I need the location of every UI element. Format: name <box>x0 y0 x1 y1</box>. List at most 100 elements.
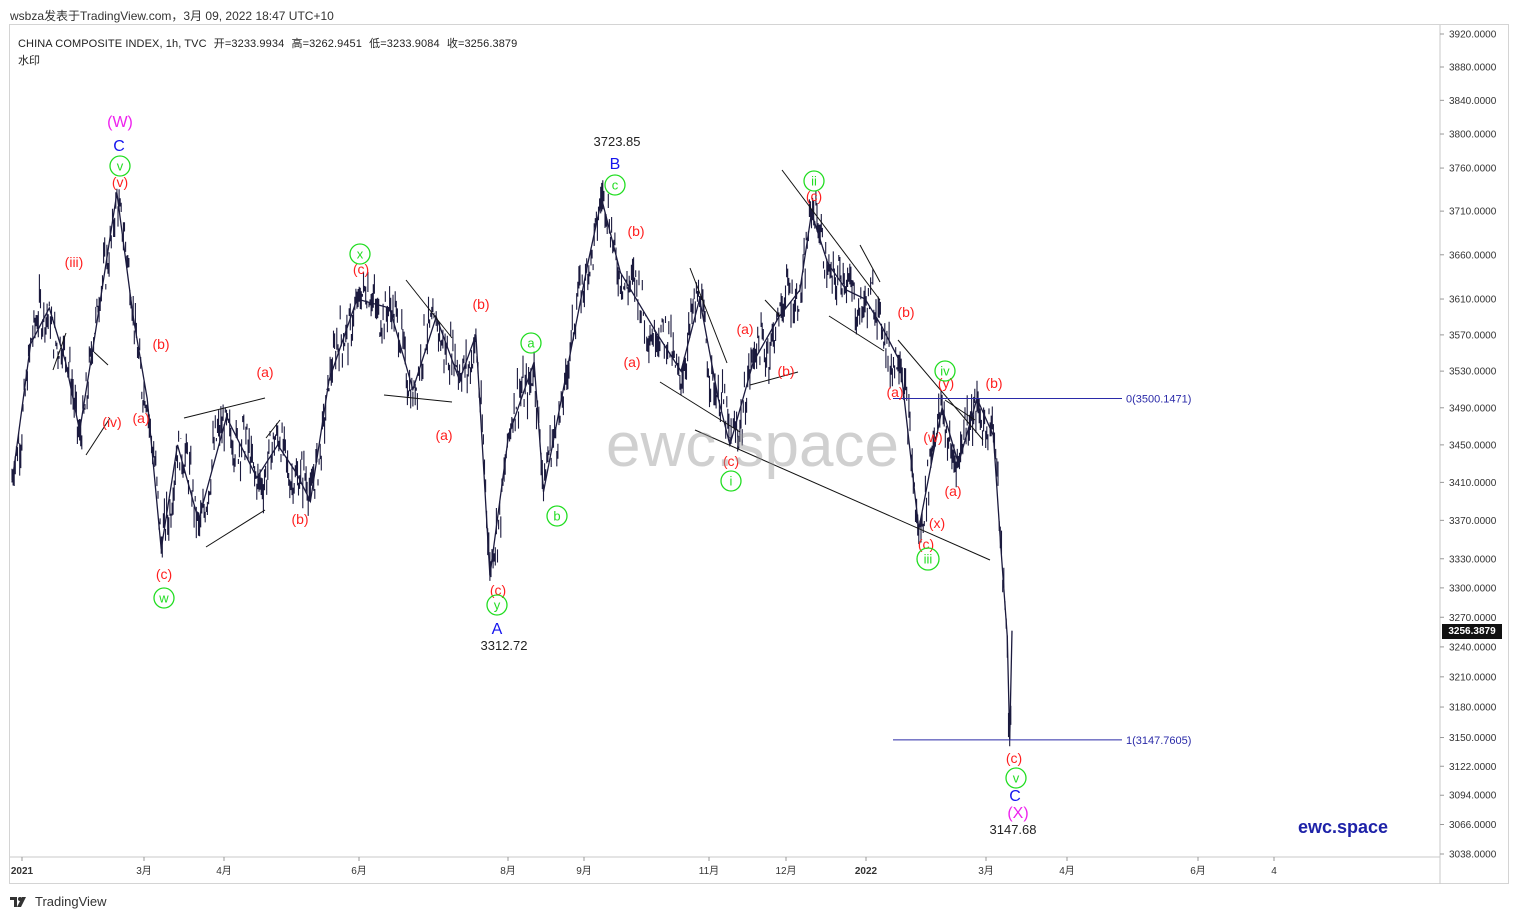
wave-label: (b) <box>627 223 644 239</box>
y-tick-label: 3490.0000 <box>1449 403 1497 414</box>
trendline <box>859 244 881 283</box>
trendline <box>405 279 453 339</box>
y-tick-label: 3570.0000 <box>1449 330 1497 341</box>
tradingview-logo-text: TradingView <box>35 894 107 909</box>
wave-label: (iii) <box>65 254 84 270</box>
trendline <box>781 169 881 301</box>
symbol-name: CHINA COMPOSITE INDEX, 1h, TVC <box>18 38 207 50</box>
y-tick-label: 3760.0000 <box>1449 164 1497 175</box>
wave-label: (b) <box>152 336 169 352</box>
trendline <box>828 315 885 352</box>
x-tick-label: 11月 <box>699 865 719 877</box>
wave-label: y <box>494 598 501 613</box>
wave-label: (W) <box>107 114 133 131</box>
wave-label: B <box>610 156 621 173</box>
wave-label: C <box>1009 788 1021 805</box>
y-tick-label: 3094.0000 <box>1449 791 1497 802</box>
trendline <box>93 351 109 366</box>
wave-label-circle <box>803 170 825 192</box>
fib-level-label: 0(3500.1471) <box>1126 393 1191 405</box>
price-series <box>11 180 1013 747</box>
wave-label: iii <box>924 552 933 567</box>
wave-label: (c) <box>918 536 934 552</box>
trendline <box>764 299 781 317</box>
y-tick-label: 3150.0000 <box>1449 733 1497 744</box>
trendline <box>749 371 799 386</box>
y-tick-label: 3330.0000 <box>1449 554 1497 565</box>
fib-level-label: 1(3147.7605) <box>1126 735 1191 747</box>
trendline <box>383 394 453 403</box>
wave-label: v <box>117 159 124 174</box>
wave-label: i <box>730 474 733 489</box>
price-line <box>11 192 1013 740</box>
wave-label: (a) <box>132 410 149 426</box>
wave-label-circle <box>720 470 742 492</box>
y-tick-label: 3210.0000 <box>1449 672 1497 683</box>
y-tick-label: 3122.0000 <box>1449 762 1497 773</box>
y-tick-label: 3610.0000 <box>1449 295 1497 306</box>
wave-label: (a) <box>623 354 640 370</box>
y-tick-label: 3660.0000 <box>1449 250 1497 261</box>
wave-label-circle <box>486 594 508 616</box>
y-tick-label: 3800.0000 <box>1449 130 1497 141</box>
wave-label: (a) <box>736 321 753 337</box>
ohlc-high: 高=3262.9451 <box>291 38 362 50</box>
x-tick-label: 4月 <box>216 865 232 877</box>
wave-label: C <box>113 138 125 155</box>
tradingview-logo-icon <box>10 896 26 907</box>
y-tick-label: 3410.0000 <box>1449 478 1497 489</box>
watermark-toggle[interactable]: 水印 <box>18 55 40 67</box>
current-price-tag: 3256.3879 <box>1442 624 1502 639</box>
symbol-info[interactable]: CHINA COMPOSITE INDEX, 1h, TVC 开=3233.99… <box>18 35 521 51</box>
y-tick-label: 3270.0000 <box>1449 613 1497 624</box>
fib-levels: 0(3500.1471) 1(3147.7605) <box>893 393 1191 747</box>
wave-label: w <box>158 591 169 606</box>
wave-label: ii <box>811 174 817 189</box>
x-tick-label: 6月 <box>1190 865 1206 877</box>
brand-text: ewc.space <box>1298 817 1389 837</box>
y-tick-label: 3710.0000 <box>1449 207 1497 218</box>
wave-label: (b) <box>777 363 794 379</box>
wave-label: a <box>527 336 535 351</box>
publisher-line: wsbza发表于TradingView.com，3月 09, 2022 18:4… <box>10 9 334 23</box>
wave-label: (c) <box>1006 750 1022 766</box>
wave-label: (v) <box>112 174 128 190</box>
wave-label-circle <box>604 174 626 196</box>
x-tick-label: 2022 <box>855 866 878 877</box>
wave-label: (c) <box>490 582 506 598</box>
wave-label: (c) <box>353 261 369 277</box>
price-annotation: 3147.68 <box>990 822 1037 837</box>
trendline <box>85 417 111 456</box>
wave-label: (c) <box>806 188 822 204</box>
wave-label: x <box>357 247 364 262</box>
wave-label: (w) <box>923 429 942 445</box>
wave-label-circle <box>546 505 568 527</box>
trendline <box>265 419 281 439</box>
price-annotation: 3312.72 <box>481 638 528 653</box>
wave-label: (c) <box>723 453 739 469</box>
ohlc-close: 收=3256.3879 <box>446 38 518 50</box>
chart-frame <box>9 24 1509 884</box>
x-tick-label: 6月 <box>351 865 367 877</box>
wave-label-circle <box>109 155 131 177</box>
y-tick-label: 3880.0000 <box>1449 62 1497 73</box>
wave-label: v <box>1013 771 1020 786</box>
x-tick-label: 9月 <box>576 865 592 877</box>
y-tick-label: 3530.0000 <box>1449 367 1497 378</box>
wave-label-circle <box>520 332 542 354</box>
wave-label: (a) <box>256 364 273 380</box>
wave-label: b <box>553 509 560 524</box>
y-tick-label: 3920.0000 <box>1449 30 1497 41</box>
x-tick-label: 3月 <box>978 865 994 877</box>
y-tick-label: 3038.0000 <box>1449 850 1497 861</box>
wave-label-circle <box>934 360 956 382</box>
footer[interactable]: TradingView <box>10 894 107 909</box>
wave-label: (X) <box>1007 805 1028 822</box>
trendline <box>689 267 728 364</box>
y-tick-label: 3300.0000 <box>1449 583 1497 594</box>
y-tick-label: 3840.0000 <box>1449 96 1497 107</box>
ohlc-open: 开=3233.9934 <box>213 38 285 50</box>
y-tick-label: 3240.0000 <box>1449 642 1497 653</box>
